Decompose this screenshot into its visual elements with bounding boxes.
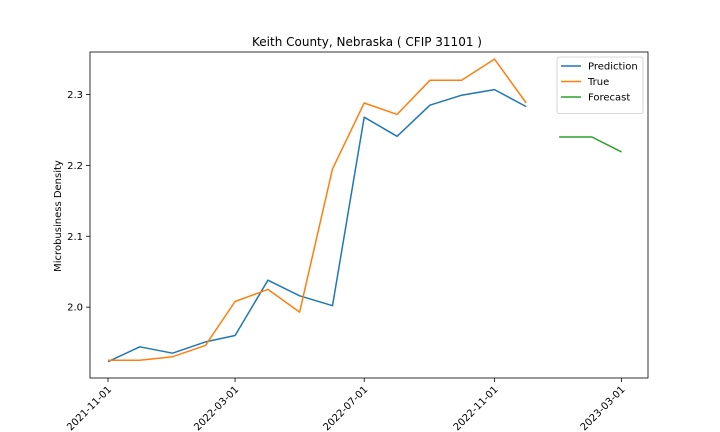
y-tick-label: 2.1: [67, 232, 83, 243]
y-tick-label: 2.2: [67, 161, 83, 172]
x-tick-label: 2022-11-01: [452, 384, 501, 432]
legend-label-forecast: Forecast: [588, 93, 630, 104]
legend-label-true: True: [587, 77, 609, 88]
series-line-prediction: [107, 88, 527, 363]
y-axis-label: Microbusiness Density: [53, 160, 64, 272]
series-layer: [107, 58, 622, 363]
chart-title: Keith County, Nebraska ( CFIP 31101 ): [252, 35, 482, 49]
series-line-forecast: [559, 136, 622, 153]
legend-label-prediction: Prediction: [588, 62, 638, 73]
legend: Prediction True Forecast: [556, 56, 644, 114]
legend-box: [556, 56, 644, 114]
x-tick-label: 2021-11-01: [65, 384, 114, 432]
x-tick-label: 2022-03-01: [192, 384, 241, 432]
plot-frame: [89, 51, 649, 379]
y-tick-label: 2.0: [67, 303, 83, 314]
series-line-true: [108, 58, 527, 362]
y-tick-label: 2.3: [67, 90, 83, 101]
x-tick-label: 2022-07-01: [321, 384, 370, 432]
x-tick-label: 2023-03-01: [579, 384, 628, 432]
